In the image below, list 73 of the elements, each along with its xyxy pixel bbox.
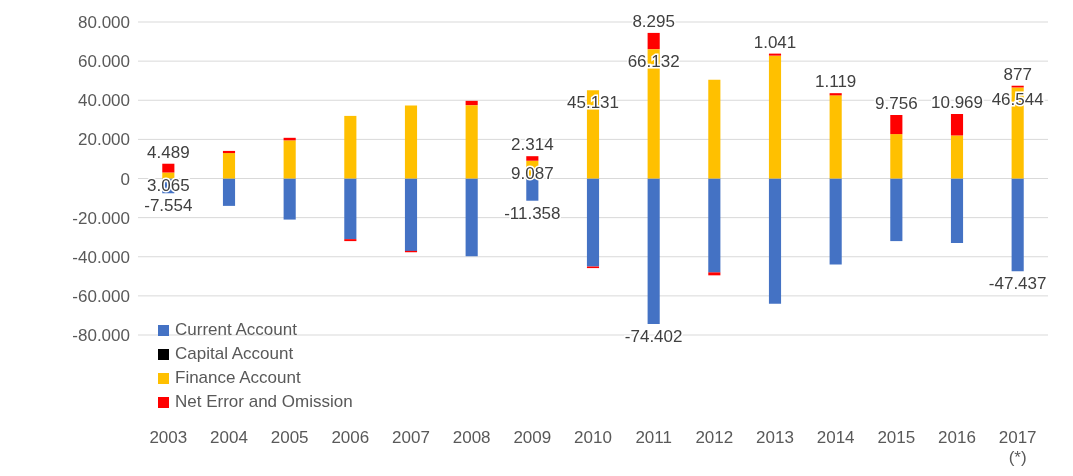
data-label: -74.402 [624, 327, 683, 347]
data-label: -47.437 [988, 274, 1047, 294]
data-label: 1.041 [753, 32, 797, 52]
x-tick-label: 2008 [452, 428, 491, 447]
bar [526, 178, 539, 201]
x-tick-label: 2004 [210, 428, 248, 447]
bar [404, 178, 418, 251]
y-tick-label: -80.000 [72, 326, 130, 346]
y-tick-label: 60.000 [78, 52, 130, 72]
bar [950, 135, 964, 179]
y-tick-label: 40.000 [78, 91, 130, 111]
bar [162, 163, 175, 173]
legend-label: Current Account [175, 319, 297, 341]
bar [404, 105, 418, 179]
bar [283, 178, 296, 220]
y-tick-label: 0 [120, 169, 130, 189]
data-label: 4.489 [147, 142, 190, 162]
legend-label: Net Error and Omission [175, 391, 353, 413]
x-tick-label: 2017 (*) [998, 428, 1037, 467]
x-tick-label: 2014 [816, 428, 855, 447]
bar [950, 178, 964, 244]
data-label: 877 [1003, 64, 1032, 84]
bar [950, 114, 964, 136]
x-tick-label: 2016 [938, 428, 976, 447]
x-tick-label: 2009 [513, 428, 552, 447]
x-tick-label: 2007 [392, 428, 430, 447]
y-tick-label: -40.000 [72, 247, 130, 267]
bar [222, 178, 236, 206]
data-label: 2.314 [511, 135, 554, 155]
bar [526, 156, 539, 161]
x-tick-label: 2012 [695, 428, 734, 447]
bar [647, 32, 660, 50]
data-label: 8.295 [632, 11, 675, 31]
x-tick-label: 2003 [149, 428, 188, 447]
bar [222, 150, 236, 154]
legend-label: Finance Account [175, 367, 301, 389]
bar [890, 178, 903, 242]
data-label: -11.358 [504, 203, 561, 223]
bar [768, 178, 782, 304]
bar [829, 95, 842, 179]
bar [222, 153, 236, 179]
data-label: 9.756 [875, 94, 918, 114]
bar [465, 100, 478, 106]
bar [1011, 178, 1024, 272]
bar [465, 178, 478, 257]
legend-label: Capital Account [175, 343, 294, 365]
x-tick-label: 2013 [756, 428, 794, 447]
x-tick-label: 2015 [877, 428, 916, 447]
bar [890, 134, 903, 179]
x-tick-label: 2006 [331, 428, 370, 447]
y-tick-label: -60.000 [72, 286, 130, 306]
x-tick-label: 2011 [635, 428, 672, 447]
bar [586, 178, 600, 267]
bar [708, 79, 721, 179]
data-label: 10.969 [931, 93, 983, 112]
bar [708, 272, 721, 276]
bar [344, 178, 357, 240]
bar [344, 115, 357, 179]
bar [465, 105, 478, 179]
y-tick-label: 20.000 [78, 130, 130, 150]
y-tick-label: 80.000 [78, 13, 130, 33]
x-tick-label: 2005 [270, 428, 309, 447]
y-tick-label: -20.000 [72, 208, 130, 228]
bar [890, 115, 903, 135]
bar [647, 178, 660, 325]
data-label: 1.119 [815, 72, 857, 92]
bar [768, 55, 782, 179]
bar [768, 53, 782, 56]
data-label: -7.554 [144, 196, 193, 216]
bar [829, 178, 842, 265]
bar [708, 178, 721, 273]
bar [283, 140, 296, 179]
x-tick-label: 2010 [574, 428, 612, 447]
